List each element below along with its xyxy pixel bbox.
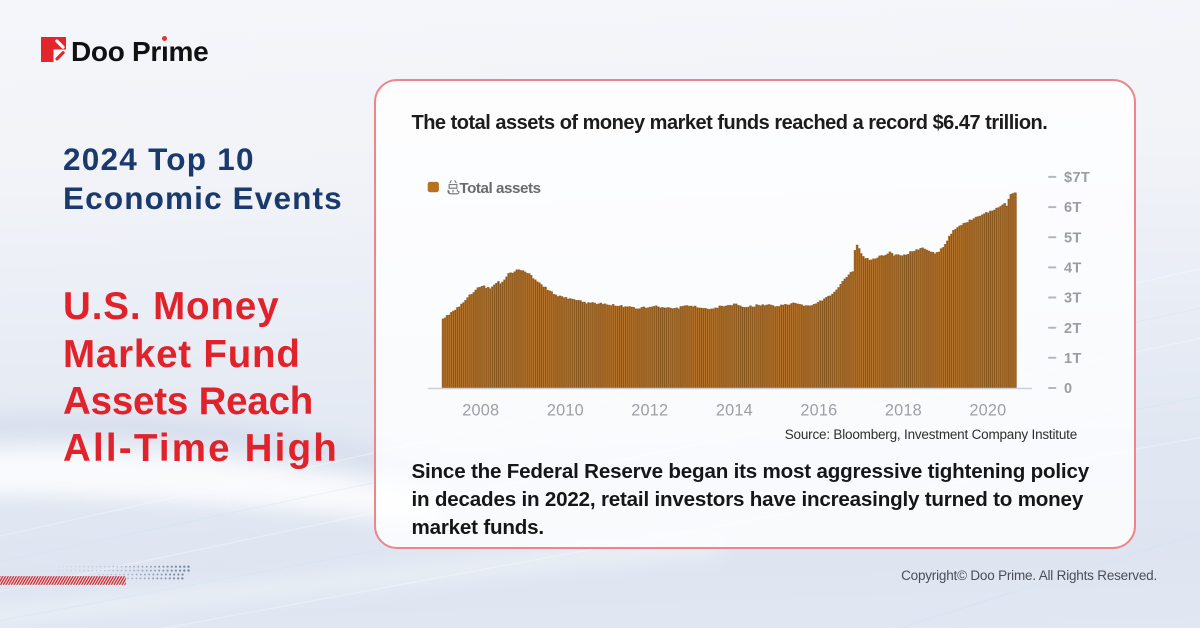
svg-text:6T: 6T (1064, 200, 1082, 216)
svg-text:2018: 2018 (885, 402, 922, 420)
svg-text:2016: 2016 (800, 402, 837, 420)
svg-text:5T: 5T (1064, 230, 1082, 246)
svg-text:2012: 2012 (631, 402, 668, 420)
svg-text:2010: 2010 (547, 402, 584, 420)
svg-text:Total assets: Total assets (459, 180, 540, 197)
svg-text:2008: 2008 (462, 402, 499, 420)
svg-text:$7T: $7T (1064, 170, 1090, 186)
svg-text:2020: 2020 (969, 402, 1006, 420)
svg-text:3T: 3T (1064, 291, 1082, 307)
svg-text:1T: 1T (1064, 351, 1082, 367)
svg-text:4T: 4T (1064, 261, 1082, 277)
svg-text:0: 0 (1064, 381, 1072, 397)
svg-text:2T: 2T (1064, 321, 1082, 337)
svg-text:2014: 2014 (716, 402, 753, 420)
